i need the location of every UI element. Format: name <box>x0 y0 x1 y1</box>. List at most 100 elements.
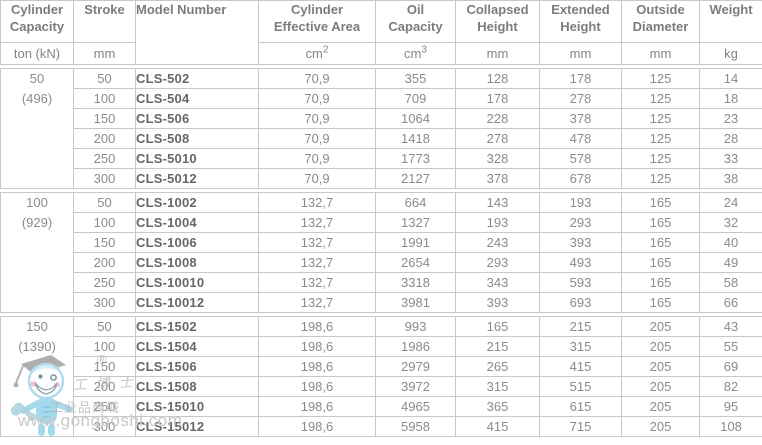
cell-outside-diameter: 125 <box>621 128 700 149</box>
table-header: Cylinder Capacity Stroke Model Number Cy… <box>0 0 762 65</box>
cell-weight: 40 <box>699 232 762 253</box>
cell-stroke: 150 <box>73 108 136 129</box>
cell-stroke: 150 <box>73 232 136 253</box>
cell-stroke: 100 <box>73 212 136 233</box>
col-header-cylinder-capacity: Cylinder Capacity <box>0 0 74 43</box>
cell-model-number: CLS-5010 <box>135 148 259 169</box>
cell-outside-diameter: 165 <box>621 212 700 233</box>
cell-extended-height: 678 <box>539 168 622 189</box>
cell-extended-height: 493 <box>539 252 622 273</box>
cell-model-number: CLS-1504 <box>135 336 259 357</box>
col-header-weight: Weight <box>699 0 762 43</box>
cell-oil-capacity: 3318 <box>375 272 456 293</box>
cell-collapsed-height: 315 <box>455 376 540 397</box>
cell-weight: 32 <box>699 212 762 233</box>
cell-stroke: 100 <box>73 88 136 109</box>
cell-outside-diameter: 205 <box>621 316 700 337</box>
cell-weight: 82 <box>699 376 762 397</box>
cell-cylinder-capacity: 100 (929) <box>0 192 74 313</box>
unit-collapsed-height: mm <box>455 42 540 65</box>
table-row: 50 (496) 50 CLS-502 70,9 355 128 178 125 … <box>0 68 762 189</box>
header-row: Cylinder Capacity Stroke Model Number Cy… <box>0 0 762 65</box>
cell-effective-area: 198,6 <box>258 376 376 397</box>
cell-weight: 49 <box>699 252 762 273</box>
cell-outside-diameter: 125 <box>621 148 700 169</box>
cell-model-number: CLS-5012 <box>135 168 259 189</box>
table-row: 200 CLS-1508 198,6 3972 315 515 205 82 <box>1 376 762 397</box>
table-row: 250 CLS-15010 198,6 4965 365 615 205 95 <box>1 396 762 417</box>
cell-stroke: 250 <box>73 148 136 169</box>
cell-collapsed-height: 215 <box>455 336 540 357</box>
cell-stroke: 200 <box>73 376 136 397</box>
table-row: 100 CLS-504 70,9 709 178 278 125 18 <box>1 88 762 109</box>
cell-weight: 55 <box>699 336 762 357</box>
table-row: 150 CLS-1006 132,7 1991 243 393 165 40 <box>1 232 762 253</box>
cell-collapsed-height: 165 <box>455 316 540 337</box>
cell-model-number: CLS-15012 <box>135 416 259 437</box>
cell-collapsed-height: 328 <box>455 148 540 169</box>
cell-oil-capacity: 1991 <box>375 232 456 253</box>
unit-extended-height: mm <box>539 42 622 65</box>
cell-outside-diameter: 205 <box>621 336 700 357</box>
cell-model-number: CLS-15010 <box>135 396 259 417</box>
cell-extended-height: 578 <box>539 148 622 169</box>
cell-effective-area: 70,9 <box>258 88 376 109</box>
cell-outside-diameter: 205 <box>621 396 700 417</box>
cell-effective-area: 132,7 <box>258 292 376 313</box>
table-row: 150 (1390) 50 CLS-1502 198,6 993 165 215 … <box>0 316 762 437</box>
cell-oil-capacity: 709 <box>375 88 456 109</box>
cell-stroke: 250 <box>73 396 136 417</box>
cell-weight: 69 <box>699 356 762 377</box>
cell-model-number: CLS-1506 <box>135 356 259 377</box>
col-header-collapsed-height: Collapsed Height <box>455 0 540 43</box>
cell-oil-capacity: 5958 <box>375 416 456 437</box>
cell-oil-capacity: 1327 <box>375 212 456 233</box>
table-row: 300 CLS-5012 70,9 2127 378 678 125 38 <box>1 168 762 189</box>
cell-stroke: 50 <box>73 192 136 213</box>
cell-stroke: 200 <box>73 252 136 273</box>
cell-outside-diameter: 205 <box>621 416 700 437</box>
cell-collapsed-height: 193 <box>455 212 540 233</box>
cell-oil-capacity: 3981 <box>375 292 456 313</box>
cell-collapsed-height: 293 <box>455 252 540 273</box>
cell-stroke: 300 <box>73 168 136 189</box>
cell-extended-height: 693 <box>539 292 622 313</box>
unit-effective-area: cm2 <box>258 42 376 65</box>
cell-outside-diameter: 205 <box>621 376 700 397</box>
unit-oil-capacity: cm3 <box>375 42 456 65</box>
cell-oil-capacity: 1064 <box>375 108 456 129</box>
col-header-extended-height: Extended Height <box>539 0 622 43</box>
group-separator <box>0 188 762 193</box>
cell-stroke: 200 <box>73 128 136 149</box>
cell-extended-height: 293 <box>539 212 622 233</box>
cell-extended-height: 178 <box>539 68 622 89</box>
table-row: 200 CLS-1008 132,7 2654 293 493 165 49 <box>1 252 762 273</box>
cell-model-number: CLS-1508 <box>135 376 259 397</box>
table-row: 250 CLS-5010 70,9 1773 328 578 125 33 <box>1 148 762 169</box>
cell-extended-height: 615 <box>539 396 622 417</box>
cell-oil-capacity: 4965 <box>375 396 456 417</box>
cell-extended-height: 715 <box>539 416 622 437</box>
cell-effective-area: 132,7 <box>258 272 376 293</box>
table-row: 250 CLS-10010 132,7 3318 343 593 165 58 <box>1 272 762 293</box>
table-row: 100 (929) 50 CLS-1002 132,7 664 143 193 1… <box>0 192 762 313</box>
cell-effective-area: 198,6 <box>258 396 376 417</box>
cell-collapsed-height: 393 <box>455 292 540 313</box>
unit-row: ton (kN) mm cm2 cm3 mm mm mm kg <box>0 42 762 65</box>
cell-model-number: CLS-504 <box>135 88 259 109</box>
cell-stroke: 250 <box>73 272 136 293</box>
cell-cylinder-capacity: 150 (1390) <box>0 316 74 437</box>
cell-weight: 66 <box>699 292 762 313</box>
cell-effective-area: 198,6 <box>258 356 376 377</box>
cell-stroke: 50 <box>73 68 136 89</box>
cell-weight: 33 <box>699 148 762 169</box>
unit-stroke: mm <box>73 42 136 65</box>
cell-effective-area: 70,9 <box>258 108 376 129</box>
col-header-effective-area: Cylinder Effective Area <box>258 0 376 43</box>
cell-stroke: 300 <box>73 292 136 313</box>
cell-oil-capacity: 664 <box>375 192 456 213</box>
table-row: 150 CLS-1506 198,6 2979 265 415 205 69 <box>1 356 762 377</box>
cell-collapsed-height: 415 <box>455 416 540 437</box>
cell-stroke: 50 <box>73 316 136 337</box>
